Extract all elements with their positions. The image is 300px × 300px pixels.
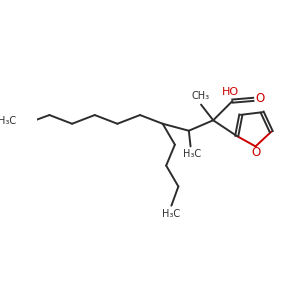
Text: H₃C: H₃C — [162, 209, 181, 219]
Text: CH₃: CH₃ — [191, 91, 209, 101]
Text: O: O — [252, 146, 261, 159]
Text: HO: HO — [222, 86, 239, 97]
Text: O: O — [256, 92, 265, 105]
Text: H₃C: H₃C — [0, 116, 16, 126]
Text: H₃C: H₃C — [183, 149, 201, 159]
